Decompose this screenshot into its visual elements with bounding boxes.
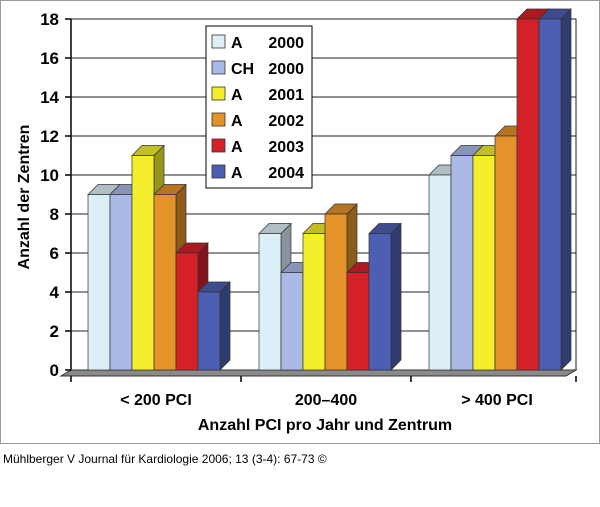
bar-front	[175, 252, 199, 371]
legend-year: 2000	[268, 61, 304, 78]
bar-front	[258, 233, 282, 371]
bar	[197, 281, 231, 371]
bar-front	[153, 194, 177, 371]
x-axis-label: Anzahl PCI pro Jahr und Zentrum	[198, 417, 452, 434]
bar-front	[368, 233, 392, 371]
bar-front	[302, 233, 326, 371]
y-tick-label: 6	[50, 244, 59, 263]
legend-item: CH 2000	[211, 60, 304, 78]
bar-front	[131, 155, 155, 371]
legend-swatch	[211, 86, 226, 101]
legend-year: 2000	[268, 35, 304, 52]
bar-front	[516, 18, 540, 371]
legend-swatch	[211, 112, 226, 127]
y-tick-label: 12	[40, 127, 59, 146]
bar-front	[87, 194, 111, 371]
bar-front	[494, 135, 518, 371]
bar-front	[197, 291, 221, 371]
legend-prefix: CH	[231, 61, 254, 78]
x-tick-label: > 400 PCI	[461, 392, 533, 409]
legend-item: A 2004	[211, 164, 304, 182]
legend-year: 2003	[268, 139, 304, 156]
legend-item: A 2002	[211, 112, 304, 130]
legend-prefix: A	[231, 139, 243, 156]
legend-swatch	[211, 34, 226, 49]
bar-front	[324, 213, 348, 371]
bar-side	[390, 222, 402, 371]
legend-prefix: A	[231, 87, 243, 104]
legend-year: 2002	[268, 113, 304, 130]
y-tick-label: 0	[50, 361, 59, 380]
bar	[368, 222, 402, 371]
y-axis: 0 2 4 6 8 10 12 14 16 18	[40, 10, 71, 380]
legend-swatch	[211, 138, 226, 153]
bar-chart: 0 2 4 6 8 10 12 14 16 18 < 200 PCI 200–400 > 400 PC…	[16, 8, 578, 434]
bar-front	[346, 272, 370, 371]
legend-swatch	[211, 164, 226, 179]
bar-side	[219, 281, 231, 371]
y-tick-label: 14	[40, 88, 59, 107]
bar-front	[450, 155, 474, 371]
x-tick-label: 200–400	[295, 392, 357, 409]
y-tick-label: 10	[40, 166, 59, 185]
legend-item: A 2001	[211, 86, 304, 104]
legend-swatch	[211, 60, 226, 75]
legend: A 2000 CH 2000 A 2001 A 2002 A 2003 A 2004	[205, 25, 313, 189]
y-axis-label: Anzahl der Zentren	[16, 125, 33, 270]
legend-year: 2004	[268, 165, 304, 182]
bar-front	[280, 272, 304, 371]
chart-figure: 0 2 4 6 8 10 12 14 16 18 < 200 PCI 200–400 > 400 PC…	[0, 0, 600, 444]
plot-floor	[59, 369, 578, 377]
y-tick-label: 2	[50, 322, 59, 341]
bar	[538, 8, 572, 371]
legend-item: A 2000	[211, 34, 304, 52]
legend-prefix: A	[231, 35, 243, 52]
y-tick-label: 18	[40, 10, 59, 29]
x-tick-label: < 200 PCI	[120, 392, 192, 409]
y-tick-label: 8	[50, 205, 59, 224]
y-tick-label: 4	[50, 283, 60, 302]
y-tick-label: 16	[40, 49, 59, 68]
x-axis: < 200 PCI 200–400 > 400 PCI	[70, 376, 577, 409]
legend-year: 2001	[268, 87, 304, 104]
source-caption: Mühlberger V Journal für Kardiologie 200…	[3, 452, 327, 466]
legend-prefix: A	[231, 113, 243, 130]
legend-box	[205, 25, 313, 189]
bar-front	[428, 174, 452, 371]
bar-side	[560, 8, 572, 371]
chart-floor	[59, 369, 578, 377]
bar-front	[109, 194, 133, 371]
bar-front	[538, 18, 562, 371]
legend-item: A 2003	[211, 138, 304, 156]
bars	[87, 8, 572, 371]
bar-front	[472, 155, 496, 371]
legend-prefix: A	[231, 165, 243, 182]
